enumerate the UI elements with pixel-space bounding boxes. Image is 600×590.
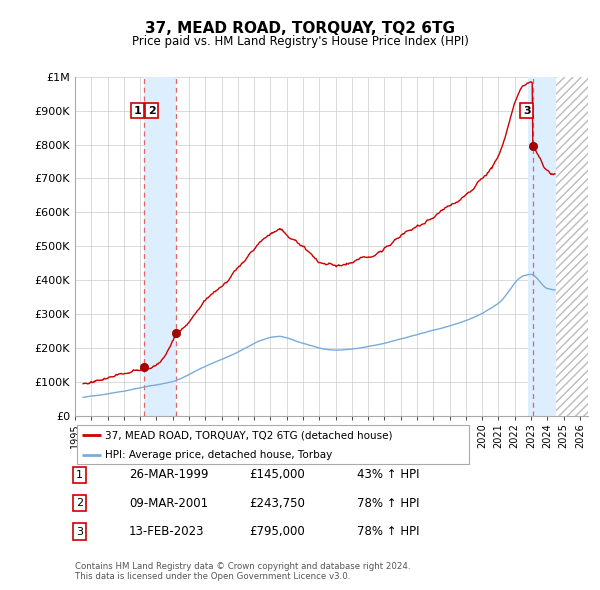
Text: 2: 2 xyxy=(148,106,156,116)
Text: 78% ↑ HPI: 78% ↑ HPI xyxy=(357,525,419,538)
Text: 37, MEAD ROAD, TORQUAY, TQ2 6TG: 37, MEAD ROAD, TORQUAY, TQ2 6TG xyxy=(145,21,455,35)
Text: 2: 2 xyxy=(76,499,83,508)
Text: HPI: Average price, detached house, Torbay: HPI: Average price, detached house, Torb… xyxy=(105,450,332,460)
Text: 1: 1 xyxy=(134,106,142,116)
Bar xyxy=(528,77,556,416)
Text: Contains HM Land Registry data © Crown copyright and database right 2024.: Contains HM Land Registry data © Crown c… xyxy=(75,562,410,571)
Text: 13-FEB-2023: 13-FEB-2023 xyxy=(129,525,205,538)
Text: 3: 3 xyxy=(523,106,530,116)
Text: 43% ↑ HPI: 43% ↑ HPI xyxy=(357,468,419,481)
Text: £145,000: £145,000 xyxy=(249,468,305,481)
Bar xyxy=(83,77,556,416)
Text: £243,750: £243,750 xyxy=(249,497,305,510)
Bar xyxy=(144,77,176,416)
Text: 26-MAR-1999: 26-MAR-1999 xyxy=(129,468,209,481)
Text: 37, MEAD ROAD, TORQUAY, TQ2 6TG (detached house): 37, MEAD ROAD, TORQUAY, TQ2 6TG (detache… xyxy=(105,430,392,440)
Text: 09-MAR-2001: 09-MAR-2001 xyxy=(129,497,208,510)
Text: 78% ↑ HPI: 78% ↑ HPI xyxy=(357,497,419,510)
Text: Price paid vs. HM Land Registry's House Price Index (HPI): Price paid vs. HM Land Registry's House … xyxy=(131,35,469,48)
Text: 3: 3 xyxy=(76,527,83,536)
FancyBboxPatch shape xyxy=(77,425,469,464)
Text: 1: 1 xyxy=(76,470,83,480)
Text: £795,000: £795,000 xyxy=(249,525,305,538)
Bar xyxy=(556,77,588,416)
Text: This data is licensed under the Open Government Licence v3.0.: This data is licensed under the Open Gov… xyxy=(75,572,350,581)
